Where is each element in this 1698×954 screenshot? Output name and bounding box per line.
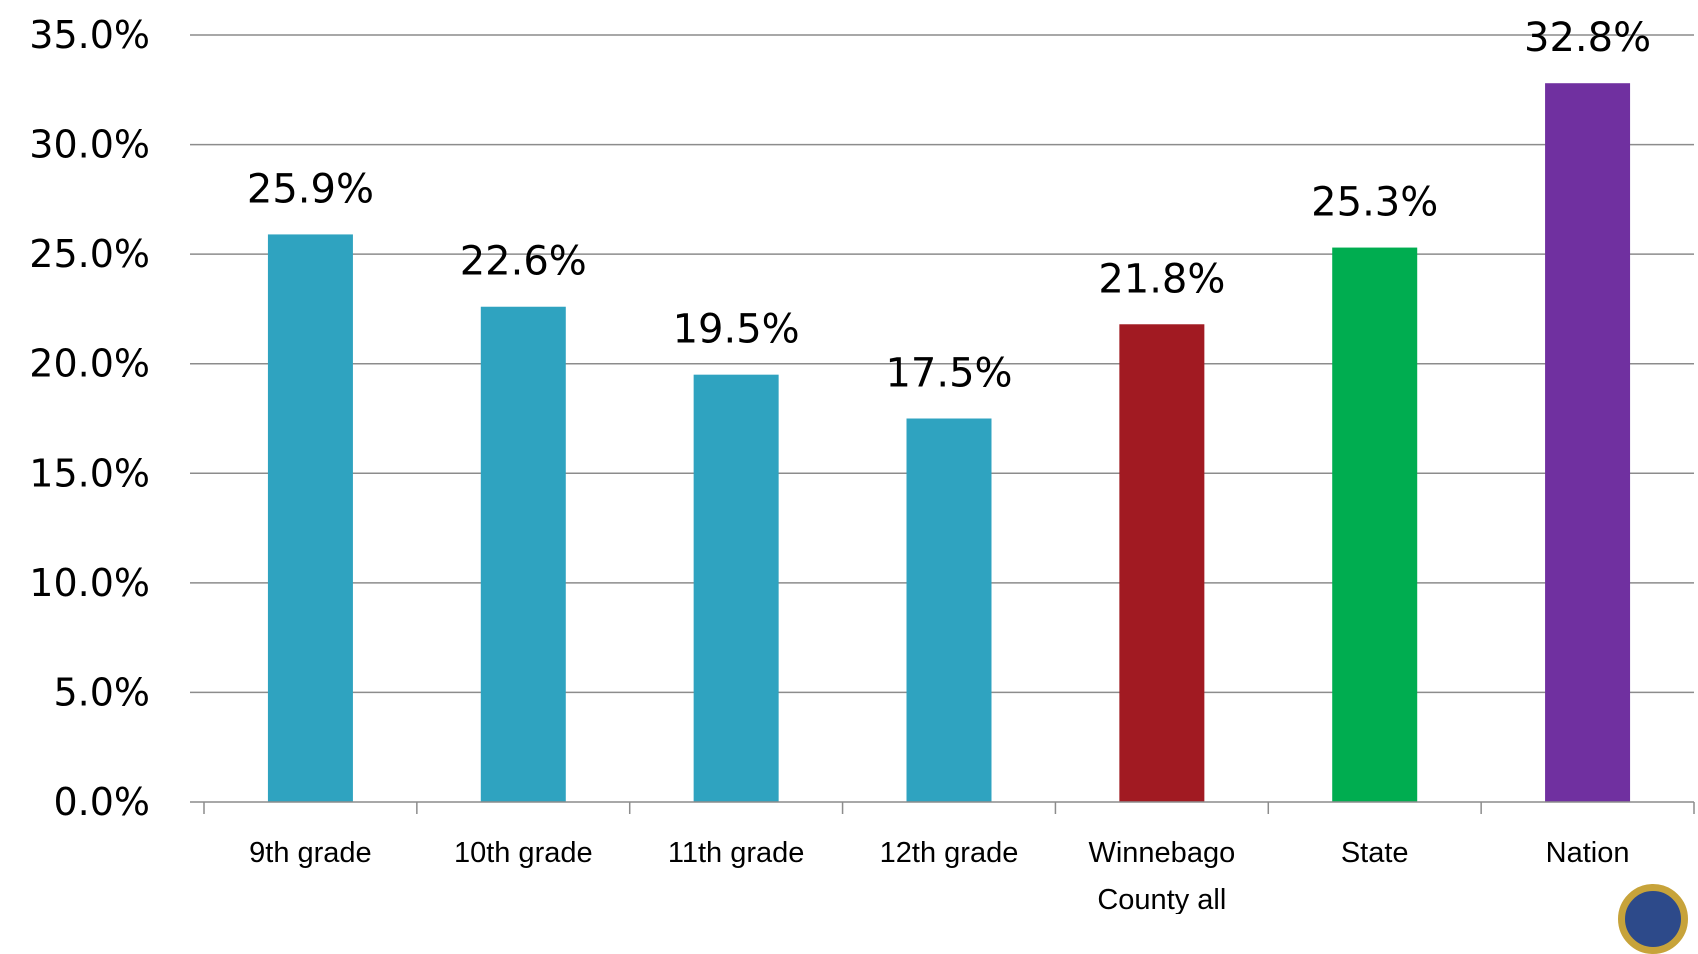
category-label: Winnebago bbox=[1088, 837, 1235, 869]
y-tick-label: 10.0% bbox=[29, 561, 150, 605]
bar-chart: 0.0% 5.0% 10.0% 15.0% 20.0% 25.0% 30.0% 35.0% 2… bbox=[29, 13, 1695, 914]
x-axis-category-labels: 9th grade 10th grade 11th grade 12th grade W… bbox=[249, 837, 1629, 914]
category-label: County all bbox=[1097, 884, 1226, 914]
data-label: 25.9% bbox=[247, 166, 374, 212]
data-label: 22.6% bbox=[460, 239, 587, 285]
data-label: 17.5% bbox=[885, 351, 1012, 397]
bar bbox=[906, 418, 992, 802]
category-label: 9th grade bbox=[249, 837, 372, 869]
data-label: 32.8% bbox=[1524, 15, 1651, 61]
category-label: 12th grade bbox=[880, 837, 1019, 869]
bar bbox=[693, 374, 779, 802]
y-tick-label: 5.0% bbox=[53, 670, 150, 714]
category-label: 11th grade bbox=[668, 837, 805, 869]
data-label: 21.8% bbox=[1098, 256, 1225, 302]
bar bbox=[1119, 324, 1205, 802]
x-axis bbox=[190, 801, 1695, 814]
y-tick-label: 25.0% bbox=[29, 232, 150, 276]
y-tick-label: 15.0% bbox=[29, 451, 150, 495]
bar bbox=[267, 234, 353, 803]
county-seal-icon bbox=[1618, 884, 1688, 954]
category-label: Nation bbox=[1546, 837, 1630, 869]
bar bbox=[480, 306, 566, 802]
y-tick-label: 35.0% bbox=[29, 13, 150, 57]
bars bbox=[267, 83, 1631, 803]
y-tick-label: 0.0% bbox=[53, 780, 150, 824]
bar bbox=[1332, 247, 1418, 802]
category-label: 10th grade bbox=[454, 837, 593, 869]
data-label: 25.3% bbox=[1311, 180, 1438, 226]
data-label: 19.5% bbox=[673, 307, 800, 353]
y-tick-label: 20.0% bbox=[29, 342, 150, 386]
data-labels: 25.9% 22.6% 19.5% 17.5% 21.8% 25.3% 32.8% bbox=[247, 15, 1651, 396]
category-label: State bbox=[1341, 837, 1409, 869]
y-tick-label: 30.0% bbox=[29, 123, 150, 167]
y-axis-tick-labels: 0.0% 5.0% 10.0% 15.0% 20.0% 25.0% 30.0% 35.0% bbox=[29, 13, 150, 824]
bar bbox=[1545, 83, 1631, 802]
